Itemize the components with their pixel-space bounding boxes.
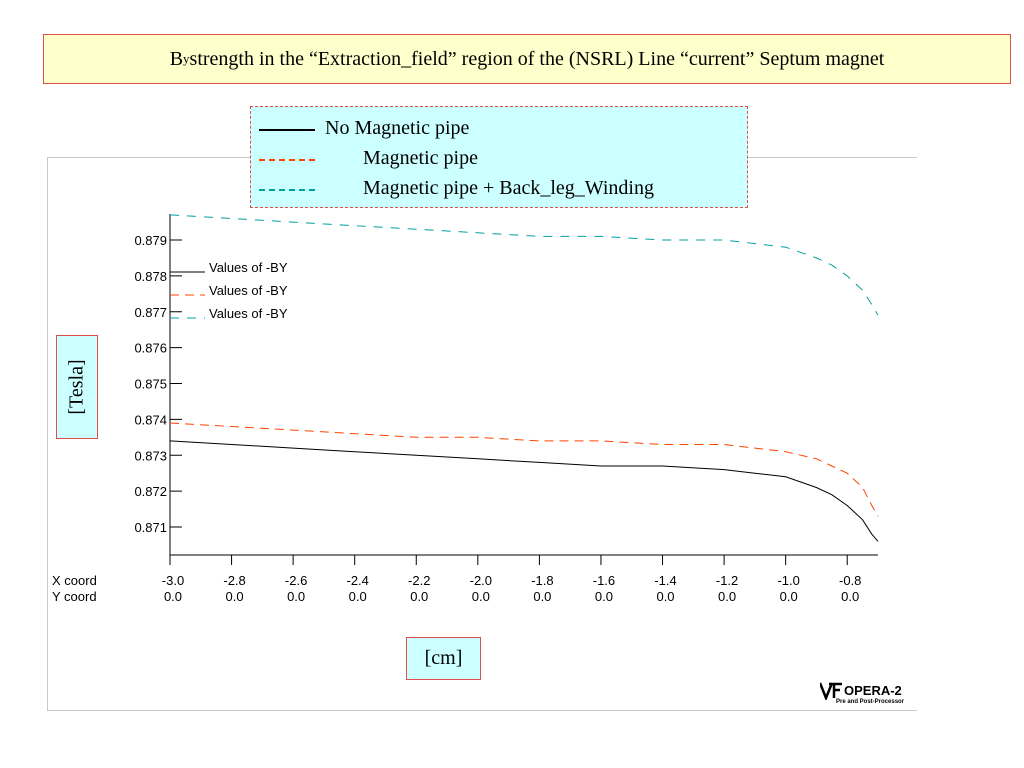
- y-coord-tick-label: 0.0: [780, 589, 798, 604]
- inner-legend-label: Values of -BY: [209, 260, 288, 275]
- opera-logo-sub: Pre and Post-Processor: [836, 699, 905, 705]
- x-tick-label: -2.2: [408, 573, 430, 588]
- y-tick-label: 0.877: [134, 305, 167, 320]
- x-tick-label: -1.2: [716, 573, 738, 588]
- legend-label: Magnetic pipe: [363, 147, 478, 169]
- legend-label: Magnetic pipe + Back_leg_Winding: [363, 177, 654, 199]
- x-axis-label: [cm]: [406, 637, 481, 680]
- y-coord-row-label: Y coord: [52, 589, 97, 604]
- y-coord-tick-label: 0.0: [656, 589, 674, 604]
- x-tick-label: -2.8: [223, 573, 245, 588]
- y-coord-tick-label: 0.0: [718, 589, 736, 604]
- x-tick-label: -3.0: [162, 573, 184, 588]
- y-coord-tick-label: 0.0: [472, 589, 490, 604]
- y-coord-tick-label: 0.0: [226, 589, 244, 604]
- series-line-1: [169, 440, 879, 542]
- x-tick-label: -2.0: [470, 573, 492, 588]
- legend-item-no-magnetic-pipe: No Magnetic pipe: [251, 117, 747, 143]
- y-axis-label: [Tesla]: [56, 335, 98, 439]
- x-tick-label: -0.8: [839, 573, 861, 588]
- legend-line-dashed-teal: [259, 189, 315, 191]
- y-coord-tick-label: 0.0: [595, 589, 613, 604]
- title-subscript: y: [183, 51, 190, 66]
- opera-logo: OPERA-2 Pre and Post-Processor: [818, 681, 918, 711]
- legend-item-magnetic-pipe-back-leg: Magnetic pipe + Back_leg_Winding: [251, 177, 747, 203]
- inner-legend-label: Values of -BY: [209, 306, 288, 321]
- y-coord-tick-label: 0.0: [841, 589, 859, 604]
- x-tick-label: -1.4: [654, 573, 676, 588]
- y-tick-label: 0.875: [134, 377, 167, 392]
- y-tick-label: 0.871: [134, 520, 167, 535]
- x-tick-label: -1.6: [593, 573, 615, 588]
- series-line-2: [169, 422, 879, 517]
- title-prefix: B: [169, 47, 184, 70]
- legend-line-dashed-red: [259, 159, 315, 161]
- y-tick-label: 0.876: [134, 341, 167, 356]
- inner-legend-label: Values of -BY: [209, 283, 288, 298]
- y-tick-label: 0.874: [134, 412, 167, 427]
- y-coord-tick-label: 0.0: [410, 589, 428, 604]
- opera-logo-icon: [820, 682, 842, 700]
- y-coord-tick-label: 0.0: [287, 589, 305, 604]
- legend-item-magnetic-pipe: Magnetic pipe: [251, 147, 747, 173]
- y-tick-label: 0.879: [134, 233, 167, 248]
- legend-box: No Magnetic pipe Magnetic pipe Magnetic …: [250, 106, 748, 208]
- y-tick-label: 0.872: [134, 484, 167, 499]
- title-text: strength in the “Extraction_field” regio…: [189, 47, 885, 70]
- x-coord-row-label: X coord: [52, 573, 97, 588]
- x-tick-label: -2.6: [285, 573, 307, 588]
- y-coord-tick-label: 0.0: [349, 589, 367, 604]
- series-line-3: [169, 214, 879, 316]
- y-coord-tick-label: 0.0: [164, 589, 182, 604]
- y-tick-label: 0.878: [134, 269, 167, 284]
- legend-label: No Magnetic pipe: [325, 117, 470, 139]
- x-tick-label: -2.4: [346, 573, 368, 588]
- y-tick-label: 0.873: [134, 448, 167, 463]
- x-tick-label: -1.8: [531, 573, 553, 588]
- x-tick-label: -1.0: [777, 573, 799, 588]
- opera-logo-name: OPERA-2: [844, 683, 902, 698]
- y-coord-tick-label: 0.0: [533, 589, 551, 604]
- legend-line-solid: [259, 129, 315, 131]
